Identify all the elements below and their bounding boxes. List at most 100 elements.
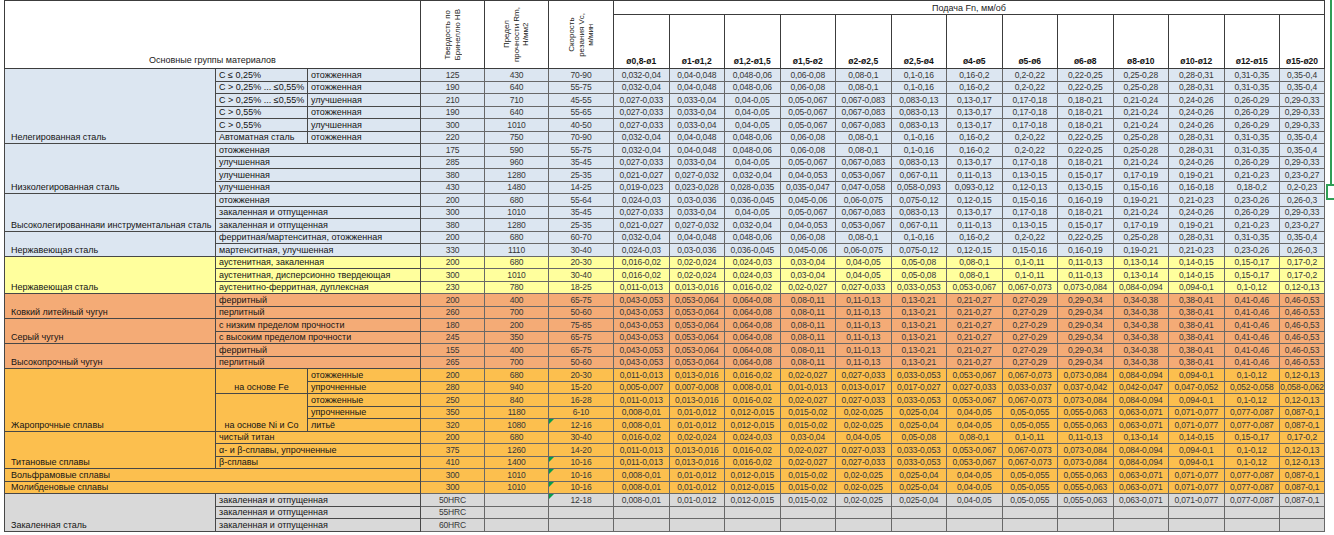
- cell-feed[interactable]: 0,083-0,13: [891, 206, 947, 219]
- cell-feed[interactable]: 0,1-0,16: [891, 144, 947, 157]
- cell-feed[interactable]: 0,067-0,083: [836, 106, 892, 119]
- material-condition[interactable]: на основе Fe: [216, 369, 308, 394]
- cell-strength-rm[interactable]: 640: [485, 106, 549, 119]
- cell-hardness-hb[interactable]: 200: [421, 231, 485, 244]
- cell-feed[interactable]: 0,03-0,04: [780, 431, 836, 444]
- cell-feed[interactable]: 0,08-0,1: [836, 231, 892, 244]
- cell-feed[interactable]: 0,04-0,05: [836, 269, 892, 282]
- cell-feed[interactable]: 0,11-0,13: [1058, 256, 1114, 269]
- cell-feed[interactable]: 0,067-0,083: [836, 206, 892, 219]
- cell-feed[interactable]: 0,048-0,06: [725, 144, 781, 157]
- cell-feed[interactable]: 0,094-0,1: [1169, 456, 1225, 469]
- header-diameter-2[interactable]: ø1-ø1,2: [669, 15, 725, 69]
- cell-strength-rm[interactable]: 680: [485, 231, 549, 244]
- cell-strength-rm[interactable]: 590: [485, 144, 549, 157]
- cell-feed[interactable]: 0,011-0,013: [614, 281, 670, 294]
- cell-feed[interactable]: 0,027-0,033: [836, 456, 892, 469]
- cell-hardness-hb[interactable]: 200: [421, 294, 485, 307]
- cell-feed[interactable]: 0,021-0,027: [614, 169, 670, 182]
- cell-feed[interactable]: 0,067-0,083: [836, 94, 892, 107]
- material-state[interactable]: α- и β-сплавы, упрочненные: [216, 444, 421, 457]
- material-group-name[interactable]: Высоколегированнаяи инструментальная ста…: [5, 194, 216, 232]
- cell-feed[interactable]: 0,08-0,1: [947, 269, 1003, 282]
- cell-feed[interactable]: 0,29-0,34: [1058, 331, 1114, 344]
- material-state[interactable]: мартенситная, улучшенная: [216, 244, 421, 257]
- cell-feed[interactable]: 0,03-0,036: [669, 244, 725, 257]
- header-diameter-7[interactable]: ø4-ø5: [947, 15, 1003, 69]
- cell-feed[interactable]: 0,27-0,29: [1002, 344, 1058, 357]
- material-group-name[interactable]: Молибденовые сплавы: [5, 481, 421, 494]
- cell-feed[interactable]: 0,29-0,33: [1280, 119, 1325, 132]
- cell-feed[interactable]: 0,29-0,34: [1058, 356, 1114, 369]
- cell-feed[interactable]: 0,04-0,053: [780, 219, 836, 232]
- cell-feed[interactable]: 0,058-0,062: [1280, 381, 1325, 394]
- cell-feed[interactable]: [614, 506, 670, 519]
- cell-feed[interactable]: 0,01-0,012: [669, 406, 725, 419]
- cell-feed[interactable]: 0,053-0,067: [947, 444, 1003, 457]
- cell-strength-rm[interactable]: 1180: [485, 406, 549, 419]
- cell-feed[interactable]: 0,071-0,077: [1169, 419, 1225, 432]
- cell-feed[interactable]: [1224, 506, 1280, 519]
- cell-feed[interactable]: 0,064-0,08: [725, 319, 781, 332]
- cell-hardness-hb[interactable]: 245: [421, 331, 485, 344]
- cell-feed[interactable]: 0,016-0,02: [614, 431, 670, 444]
- cell-feed[interactable]: 0,067-0,083: [836, 119, 892, 132]
- cell-feed[interactable]: 0,28-0,31: [1169, 231, 1225, 244]
- cell-speed-vc[interactable]: 70-90: [549, 131, 614, 144]
- cell-feed[interactable]: 0,11-0,13: [836, 344, 892, 357]
- material-condition[interactable]: C > 0,55%: [216, 106, 308, 119]
- cell-feed[interactable]: 0,032-0,04: [725, 219, 781, 232]
- cell-feed[interactable]: 0,01-0,012: [669, 469, 725, 482]
- material-state[interactable]: отожженная: [216, 194, 421, 207]
- cell-hardness-hb[interactable]: 300: [421, 206, 485, 219]
- material-state[interactable]: отожженные: [308, 394, 421, 407]
- cell-feed[interactable]: 0,17-0,18: [1002, 106, 1058, 119]
- cell-feed[interactable]: 0,048-0,06: [725, 231, 781, 244]
- cell-feed[interactable]: 0,024-0,03: [725, 269, 781, 282]
- cell-hardness-hb[interactable]: 330: [421, 244, 485, 257]
- cell-strength-rm[interactable]: [485, 494, 549, 507]
- cell-feed[interactable]: 0,38-0,41: [1169, 294, 1225, 307]
- cell-feed[interactable]: 0,04-0,05: [836, 256, 892, 269]
- cell-feed[interactable]: 0,027-0,033: [614, 94, 670, 107]
- cell-feed[interactable]: 0,29-0,33: [1280, 206, 1325, 219]
- cell-feed[interactable]: 0,21-0,23: [1169, 244, 1225, 257]
- cell-hardness-hb[interactable]: 300: [421, 469, 485, 482]
- cell-feed[interactable]: 0,02-0,025: [836, 481, 892, 494]
- cell-feed[interactable]: 0,013-0,016: [669, 444, 725, 457]
- cell-feed[interactable]: 0,17-0,19: [1113, 219, 1169, 232]
- cell-hardness-hb[interactable]: 350: [421, 406, 485, 419]
- cell-speed-vc[interactable]: 14-25: [549, 181, 614, 194]
- header-diameter-1[interactable]: ø0,8-ø1: [614, 15, 670, 69]
- cell-feed[interactable]: 0,28-0,31: [1169, 81, 1225, 94]
- cell-feed[interactable]: 0,025-0,04: [891, 419, 947, 432]
- cell-feed[interactable]: 0,04-0,048: [669, 69, 725, 82]
- cell-feed[interactable]: 0,38-0,41: [1169, 306, 1225, 319]
- cell-feed[interactable]: 0,011-0,013: [614, 394, 670, 407]
- cell-feed[interactable]: 0,008-0,01: [614, 419, 670, 432]
- cell-feed[interactable]: 0,08-0,1: [947, 256, 1003, 269]
- cell-feed[interactable]: 0,12-0,15: [947, 194, 1003, 207]
- cell-feed[interactable]: 0,12-0,13: [1280, 369, 1325, 382]
- cell-feed[interactable]: 0,011-0,013: [614, 444, 670, 457]
- material-condition[interactable]: Автоматная сталь: [216, 131, 308, 144]
- cell-feed[interactable]: 0,007-0,008: [669, 381, 725, 394]
- cell-feed[interactable]: 0,094-0,1: [1169, 369, 1225, 382]
- cell-feed[interactable]: 0,21-0,23: [1169, 194, 1225, 207]
- cell-feed[interactable]: 0,055-0,063: [1058, 419, 1114, 432]
- cell-feed[interactable]: 0,21-0,24: [1113, 206, 1169, 219]
- cell-feed[interactable]: 0,2-0,22: [1002, 81, 1058, 94]
- header-hardness-hb[interactable]: Твердость по Бринеллю HB: [421, 1, 485, 69]
- cell-hardness-hb[interactable]: 175: [421, 144, 485, 157]
- cell-speed-vc[interactable]: 10-16: [549, 481, 614, 494]
- cell-feed[interactable]: 0,053-0,064: [669, 331, 725, 344]
- cell-feed[interactable]: 0,067-0,11: [891, 219, 947, 232]
- cell-strength-rm[interactable]: 400: [485, 344, 549, 357]
- cell-speed-vc[interactable]: 35-45: [549, 156, 614, 169]
- cell-strength-rm[interactable]: 1010: [485, 269, 549, 282]
- cell-feed[interactable]: 0,087-0,1: [1280, 406, 1325, 419]
- cell-feed[interactable]: 0,41-0,46: [1224, 319, 1280, 332]
- cell-feed[interactable]: 0,08-0,11: [780, 294, 836, 307]
- cell-feed[interactable]: 0,087-0,1: [1280, 419, 1325, 432]
- cell-feed[interactable]: 0,024-0,03: [614, 244, 670, 257]
